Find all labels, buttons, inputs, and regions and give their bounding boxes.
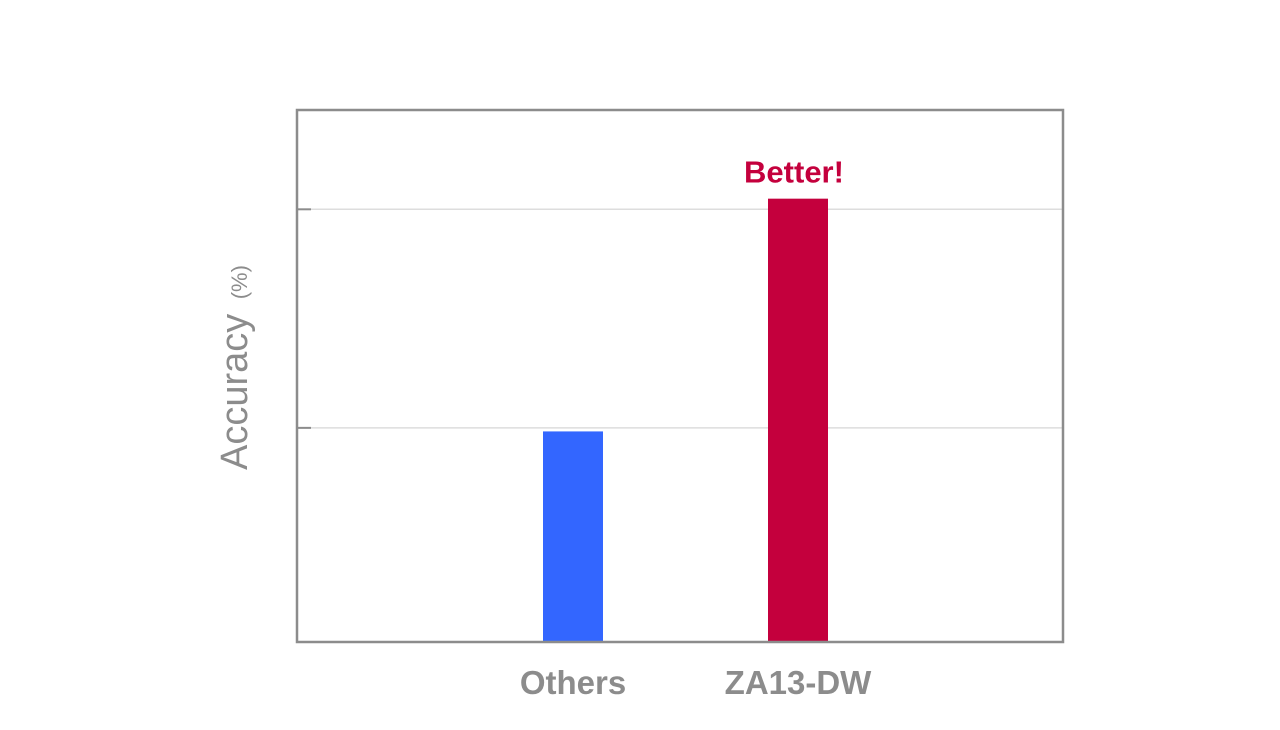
y-ticks [297, 208, 311, 429]
plot-frame [295, 108, 1065, 644]
bar-za13-dw [768, 198, 828, 642]
gridlines [297, 208, 1063, 429]
bar-others [543, 431, 603, 642]
x-tick-labels: Others ZA13-DW [520, 664, 872, 701]
y-axis-title: Accuracy (%) [214, 265, 256, 470]
y-axis-label: Accuracy [214, 314, 256, 470]
x-tick-label-others: Others [520, 664, 626, 701]
y-axis-unit: (%) [227, 265, 252, 299]
bars [543, 198, 828, 642]
better-annotation: Better! [744, 155, 844, 190]
x-tick-label-za13-dw: ZA13-DW [725, 664, 873, 701]
